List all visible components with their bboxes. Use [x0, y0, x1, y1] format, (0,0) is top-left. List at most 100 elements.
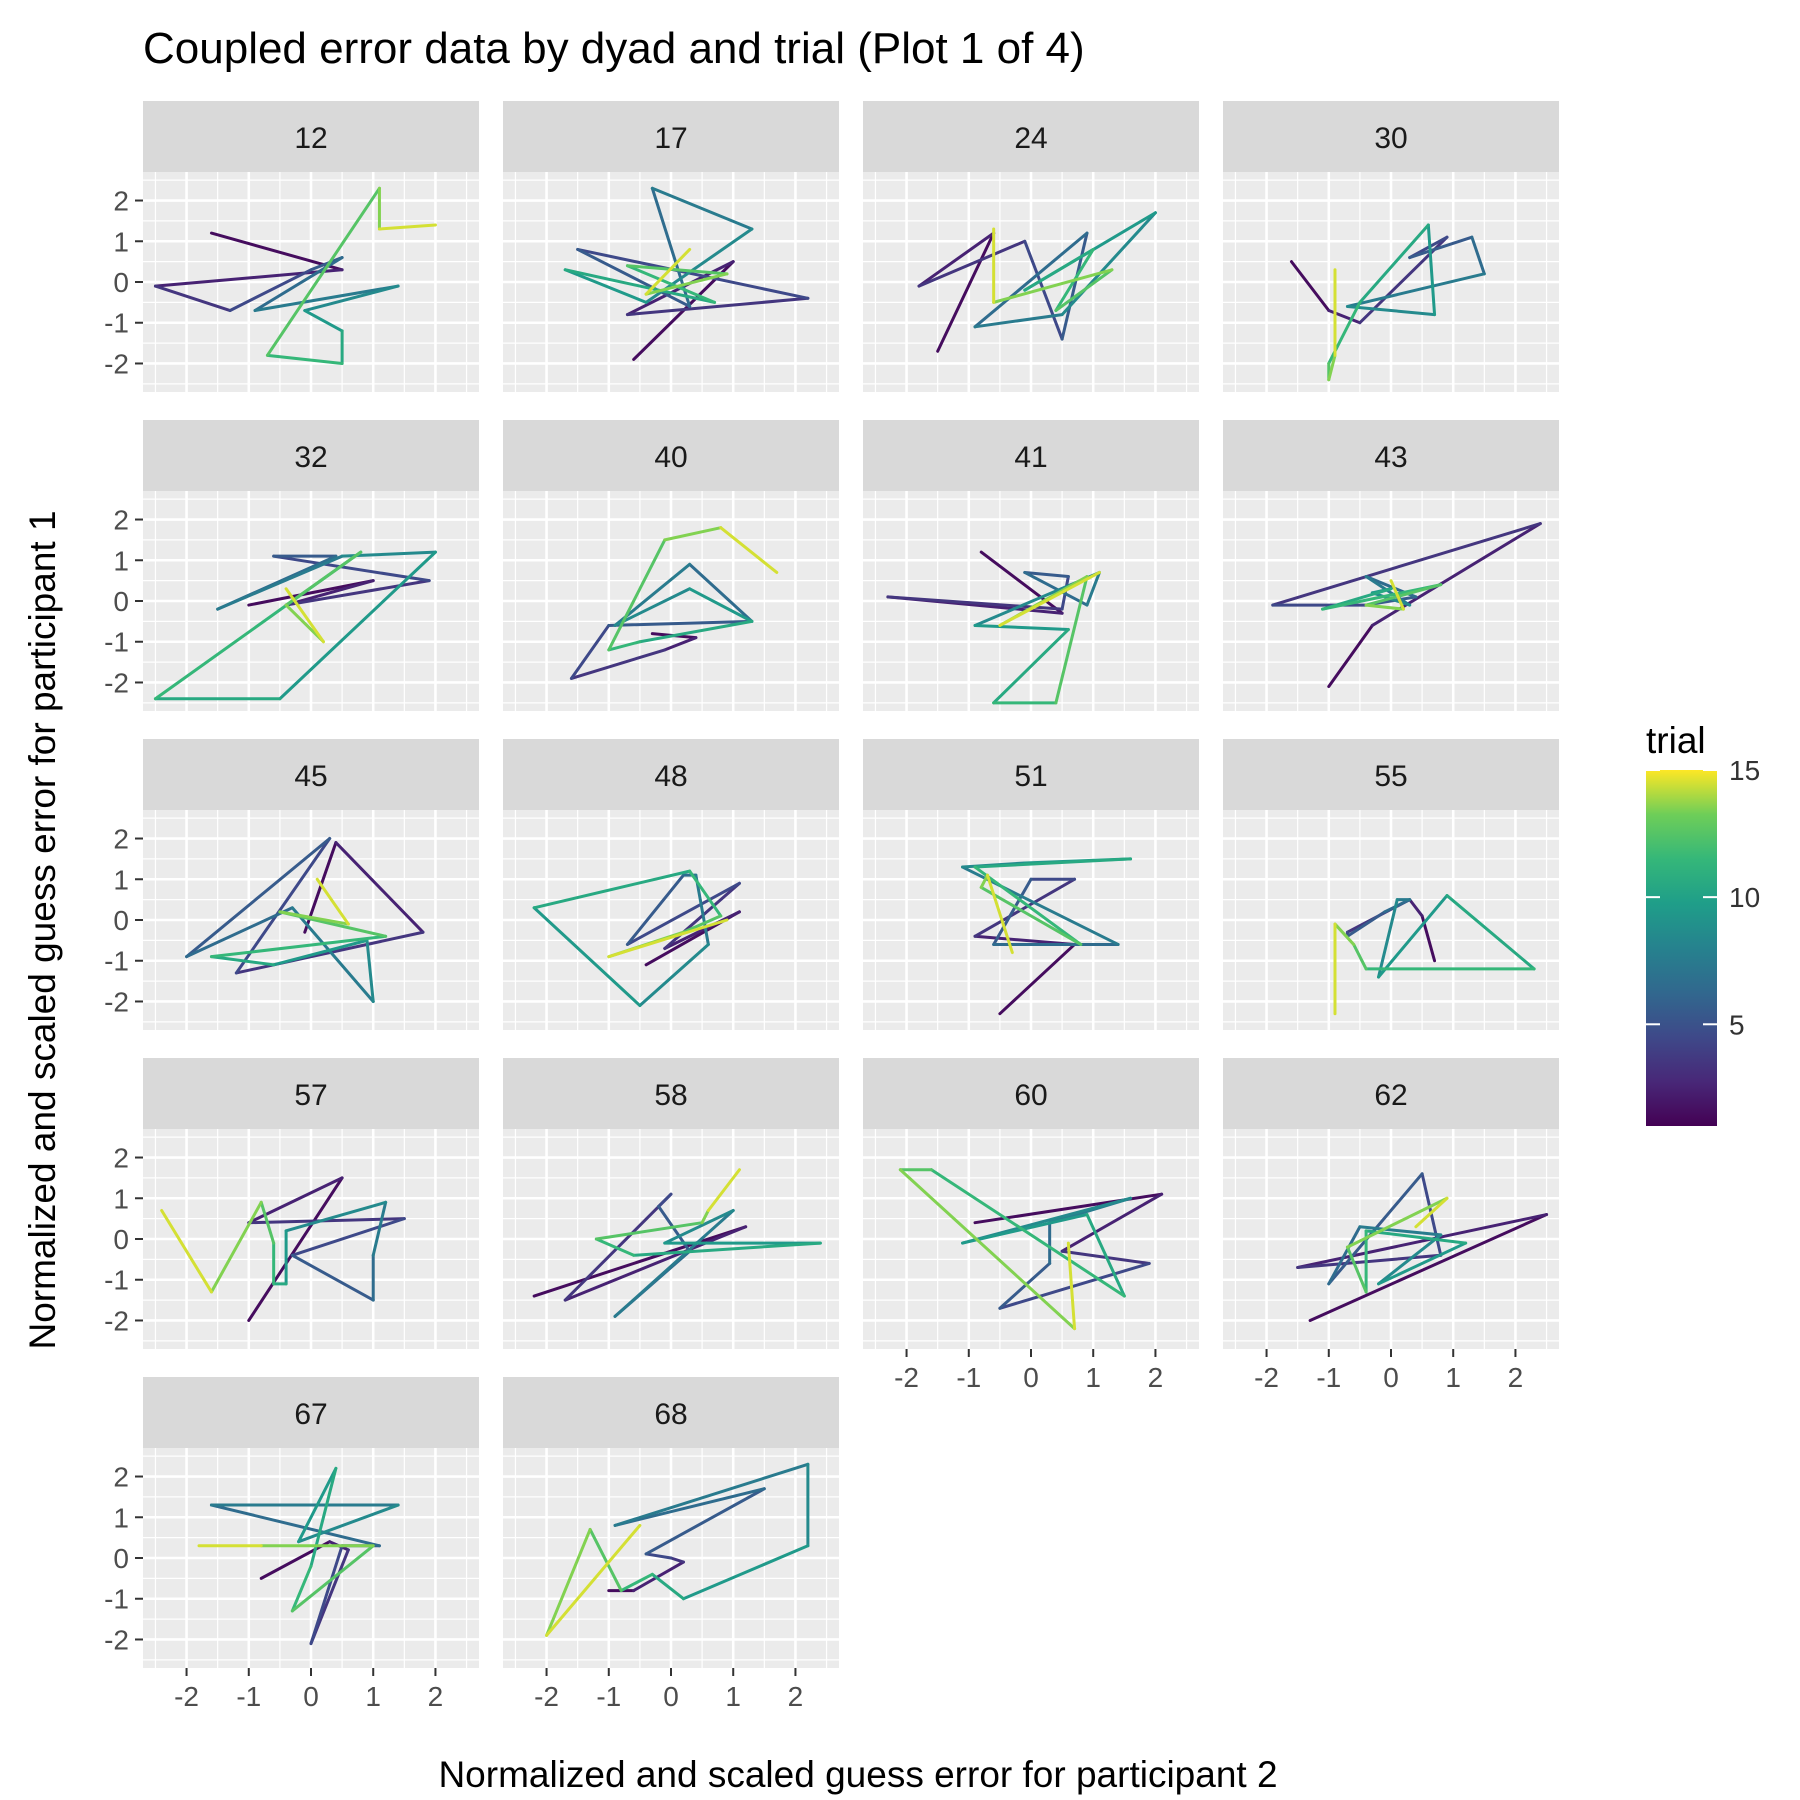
y-tick-label: 2 [113, 1143, 129, 1174]
x-tick-label: -1 [1316, 1362, 1341, 1393]
trajectory-segment [607, 538, 667, 652]
trajectory-segment [688, 587, 754, 623]
x-tick-label: 2 [1508, 1362, 1524, 1393]
facet-strip-label: 45 [294, 760, 327, 793]
trajectory-segment [979, 873, 989, 889]
trajectory-segment [297, 1503, 400, 1544]
trajectory-segment [650, 186, 692, 308]
facet-strip [143, 101, 479, 172]
trajectory-segment [657, 1192, 673, 1208]
x-tick-label: 2 [428, 1681, 444, 1712]
trajectory-segment [1054, 575, 1089, 705]
x-tick-label: 1 [1085, 1362, 1101, 1393]
trajectory-segment [1296, 1213, 1549, 1270]
trajectory-segment [284, 603, 325, 644]
trajectory-segment [992, 877, 1033, 946]
y-tick-label: 0 [113, 1543, 129, 1574]
facet-strip-label: 41 [1014, 441, 1047, 474]
trajectory-segment [185, 906, 294, 959]
facet-strip-label: 55 [1374, 760, 1407, 793]
y-tick-label: 1 [113, 1183, 129, 1214]
trajectory-segment [985, 873, 1014, 955]
facet-strip-label: 51 [1014, 760, 1047, 793]
trajectory-segment [334, 841, 425, 934]
trajectory-segment [259, 1200, 276, 1245]
trajectory-segment [185, 837, 332, 959]
trajectory-segment [278, 910, 350, 926]
trajectory-segment [638, 619, 754, 644]
trajectory-segment [284, 587, 325, 644]
facet-panel: 32 -2 -1 0 1 2 [104, 420, 479, 711]
facet-strip [503, 739, 839, 810]
facet-strip [863, 101, 1199, 172]
trajectory-segment [315, 877, 350, 926]
facet-strip [1223, 101, 1559, 172]
trajectory-segment [973, 231, 1089, 329]
y-tick-label: 2 [113, 186, 129, 217]
trajectory-segment [209, 1200, 263, 1294]
facet-strip [503, 1058, 839, 1129]
trajectory-segment [278, 550, 437, 701]
trajectory-segment [594, 1221, 704, 1241]
trajectory-segment [979, 550, 1064, 615]
trajectory-segment [607, 640, 642, 652]
trajectory-segment [688, 869, 723, 918]
trajectory-segment [1352, 942, 1368, 971]
trajectory-segment [1296, 1253, 1443, 1270]
trajectory-segment [1060, 211, 1157, 317]
trajectory-segment [153, 284, 232, 313]
trajectory-segment [228, 268, 313, 313]
trajectory-segment [259, 1540, 332, 1580]
facet-panel: 57 -2 -1 0 1 2 [104, 1058, 479, 1349]
trajectory-segment [576, 247, 692, 308]
facet-strip-label: 58 [654, 1079, 687, 1112]
trajectory-segment [632, 1560, 685, 1593]
trajectory-segment [1345, 1196, 1449, 1249]
trajectory-segment [1327, 623, 1374, 689]
y-tick-label: -2 [104, 1305, 129, 1336]
y-tick-label: 1 [113, 226, 129, 257]
facet-panel: 43 [1223, 420, 1559, 711]
trajectory-segment [209, 1503, 381, 1548]
trajectory-segment [973, 623, 1070, 632]
facet-strip-label: 67 [294, 1398, 327, 1431]
trajectory-segment [644, 1487, 766, 1556]
facet-strip-label: 60 [1014, 1079, 1047, 1112]
trajectory-segment [209, 934, 388, 959]
x-tick-label: 2 [1148, 1362, 1164, 1393]
y-tick-label: -1 [104, 308, 129, 339]
trajectory-segment [979, 885, 1083, 946]
x-tick-label: 0 [1023, 1362, 1039, 1393]
trajectory-segment [1271, 522, 1542, 607]
trajectory-segment [663, 526, 723, 542]
chart-title: Coupled error data by dyad and trial (Pl… [143, 24, 1085, 73]
trajectory-segment [1364, 583, 1443, 607]
trajectory-segment [1023, 570, 1070, 579]
trajectory-segment [644, 247, 692, 296]
trajectory-segment [209, 955, 276, 967]
trajectory-segment [563, 268, 717, 304]
y-tick-label: 0 [113, 267, 129, 298]
trajectory-segment [973, 313, 1064, 329]
trajectory-segment [371, 1200, 388, 1257]
trajectory-segment [613, 1462, 810, 1527]
facet-strip [143, 739, 479, 810]
legend-tick-label: 10 [1729, 882, 1760, 913]
trajectory-segment [917, 231, 996, 288]
trajectory-segment [613, 587, 692, 627]
trajectory-segment [1327, 1225, 1362, 1286]
trajectory-segment [309, 1544, 344, 1646]
facet-strip [1223, 420, 1559, 491]
facet-panel: 48 [503, 739, 839, 1030]
trajectory-segment [992, 628, 1070, 705]
trajectory-segment [247, 1176, 344, 1322]
x-tick-label: 1 [365, 1681, 381, 1712]
trajectory-segment [1420, 1172, 1443, 1257]
trajectory-segment [532, 869, 692, 910]
trajectory-segment [290, 1253, 375, 1302]
trajectory-segment [992, 268, 1114, 304]
trajectory-segment [700, 1208, 710, 1225]
trajectory-segment [297, 1466, 338, 1544]
trajectory-segment [1470, 235, 1486, 276]
